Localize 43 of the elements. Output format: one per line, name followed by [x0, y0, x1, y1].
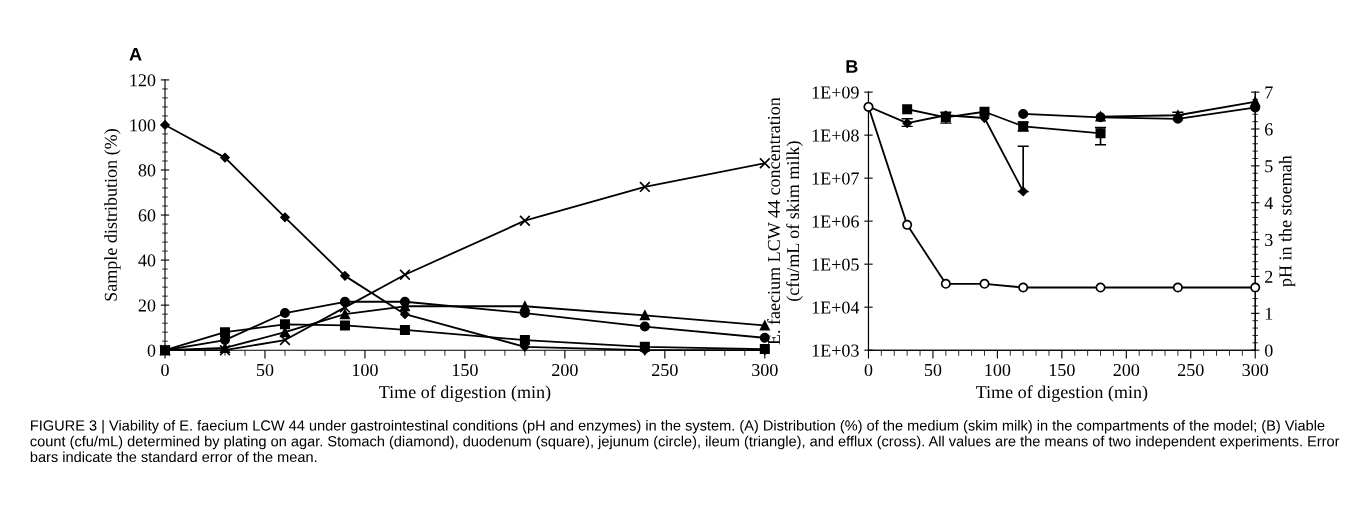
y-tick-label: 80	[138, 164, 156, 177]
x-tick-label: 300	[752, 363, 778, 377]
x-tick-label: 200	[1113, 363, 1140, 377]
x-tick-label: 0	[161, 363, 169, 377]
y2-tick-label: 4	[1264, 197, 1273, 209]
y-tick-label: 20	[138, 299, 156, 312]
x-tick-label: 150	[452, 363, 478, 377]
y2-tick-label: 7	[1265, 86, 1273, 99]
chart-title: B	[846, 60, 858, 73]
y2-tick-label: 1	[1265, 307, 1273, 320]
y-tick-label: 40	[138, 254, 156, 267]
caption: FIGURE 3 | Viability of E. faecium LCW 44 under gastrointestinal conditions (pH and enzymes) in the system. (A) Distribution (%) of the medium (skim milk) in the compartments of the model; (B) Viable count (cfu/mL) determined by plating on agar. Stomach (diamond), duodenum (square), jejunum (circle), ileum (triangle), and efflux (cross). All values are the means of two independent experiments. Error bars indicate the standard error of the mean.	[30, 419, 1340, 463]
x-tick-label: 0	[864, 363, 873, 377]
y-tick-label: 1E+07	[812, 172, 859, 185]
x-axis-title: Time of digestion (min)	[379, 385, 551, 402]
x-tick-label: 200	[552, 363, 578, 377]
x-tick-label: 150	[1049, 363, 1075, 377]
y2-tick-label: 6	[1265, 123, 1273, 136]
x-tick-label: 250	[652, 363, 678, 377]
x-tick-label: 100	[352, 363, 378, 377]
y-tick-label: 1E+08	[812, 129, 859, 142]
x-tick-label: 300	[1242, 363, 1269, 377]
y-tick-label: 1E+05	[812, 258, 859, 271]
y-tick-label: 60	[138, 209, 156, 222]
y2-axis-title: pH in the stoemah	[1278, 155, 1296, 287]
y2-tick-label: 0	[1264, 344, 1273, 357]
x-tick-label: 50	[924, 363, 942, 377]
x-tick-label: 250	[1178, 363, 1204, 377]
chart-title: A	[129, 48, 142, 61]
y-tick-label: 1E+03	[812, 344, 859, 357]
x-tick-label: 100	[985, 363, 1011, 377]
y2-tick-label: 3	[1265, 233, 1273, 247]
y-tick-label: 1E+09	[812, 86, 859, 99]
y-tick-label: 1E+04	[812, 301, 860, 314]
y-axis-title: Sample distribution (%)	[104, 129, 121, 301]
x-tick-label: 50	[257, 363, 274, 377]
y-tick-label: 120	[130, 74, 156, 87]
y2-tick-label: 2	[1265, 270, 1273, 283]
y-tick-label: 100	[130, 119, 156, 132]
y-tick-label: 0	[147, 344, 156, 357]
x-axis-title: Time of digestion (min)	[976, 385, 1148, 402]
y2-tick-label: 5	[1265, 160, 1273, 173]
y-tick-label: 1E+06	[812, 215, 859, 228]
